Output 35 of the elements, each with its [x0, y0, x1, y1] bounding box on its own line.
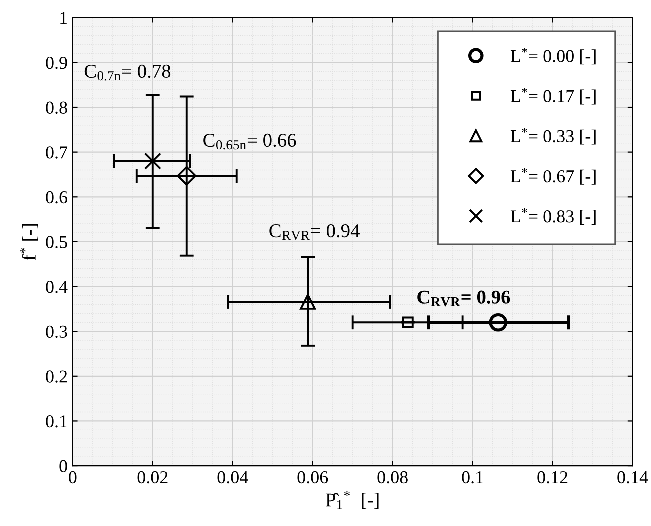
point	[489, 313, 508, 332]
point	[177, 166, 197, 186]
x-tick-label: 0.06	[298, 471, 328, 484]
legend-label: L$^{*}$= 0.17 [-]	[510, 88, 596, 105]
y-tick-label: 0.4	[46, 281, 68, 294]
y-tick-label: 0.1	[46, 415, 67, 428]
y-tick-label: 0.2	[46, 370, 68, 383]
x-tick-label: 0.12	[538, 471, 568, 484]
point	[144, 152, 162, 170]
y-tick-label: 0.8	[46, 102, 68, 114]
x-tick-label: 0.04	[218, 471, 248, 484]
y-tick-label: 0	[60, 460, 68, 472]
y-tick-label: 1	[60, 12, 67, 24]
y-tick-label: 0.7	[46, 146, 68, 159]
y-tick-label: 0.5	[46, 236, 68, 248]
annotation: C$_{RVR}$= 0.94	[270, 224, 360, 240]
annotation: C$_{RVR}$= 0.96	[418, 290, 510, 307]
y-tick-label: 0.3	[46, 326, 68, 338]
x-tick-label: 0	[69, 471, 77, 484]
x-tick-label: 0.1	[462, 471, 484, 484]
y-tick-label: 0.9	[46, 56, 68, 70]
annotation: C$_{0.7n}$= 0.78	[84, 64, 171, 81]
y-tick-label: 0.6	[46, 191, 68, 204]
point	[402, 316, 414, 328]
x-tick-label: 0.02	[138, 471, 168, 484]
x-tick-label: 0.08	[378, 471, 408, 484]
x-axis-title: P̂$_{1}$$^{*}$ [-]	[326, 491, 379, 510]
point	[300, 294, 316, 310]
legend-label: L$^{*}$= 0.67 [-]	[510, 168, 596, 185]
x-tick-label: 0.14	[618, 471, 648, 484]
legend-label: L$^{*}$= 0.33 [-]	[510, 128, 596, 145]
legend-label: L$^{*}$= 0.83 [-]	[510, 208, 596, 225]
legend-label: L$^{*}$= 0.00 [-]	[510, 48, 596, 65]
annotation: C$_{0.65n}$= 0.66	[204, 134, 296, 150]
y-axis-title: f$^{*}$ [-]	[20, 224, 38, 261]
